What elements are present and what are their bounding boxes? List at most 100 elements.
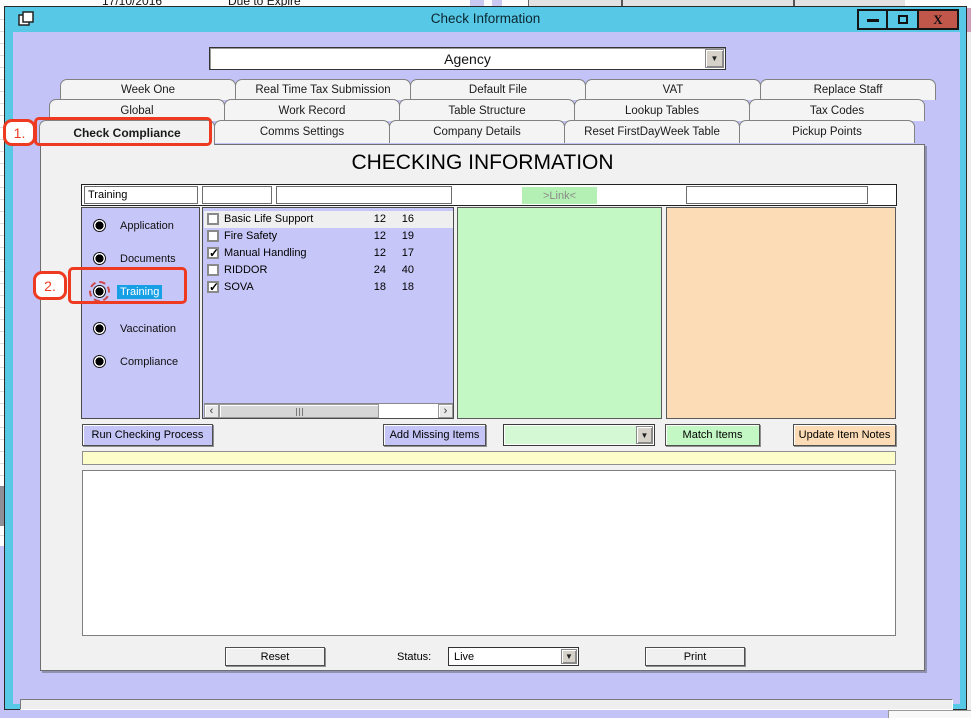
results-text-area[interactable] (82, 470, 896, 636)
background-window-bottom (0, 710, 971, 718)
close-icon: X (933, 11, 943, 27)
check-icon: ✓ (209, 280, 220, 294)
radio-vaccination[interactable]: Vaccination (82, 321, 199, 341)
run-checking-process-button[interactable]: Run Checking Process (82, 424, 213, 446)
scroll-left-button[interactable]: ‹ (204, 404, 219, 418)
list-item[interactable]: ✓ RIDDOR 24 40 (204, 262, 453, 279)
tab-tax-codes[interactable]: Tax Codes (749, 99, 925, 121)
tab-table-structure[interactable]: Table Structure (399, 99, 575, 121)
agency-dropdown-arrow-button[interactable]: ▼ (705, 49, 724, 68)
filter-field-3[interactable] (276, 186, 452, 204)
link-button[interactable]: >Link< (522, 187, 597, 204)
tab-company-details[interactable]: Company Details (389, 120, 565, 143)
annotation-step-2-badge: 2. (33, 271, 67, 300)
scroll-left-icon: ‹ (209, 405, 214, 417)
list-item[interactable]: ✓ Basic Life Support 12 16 (204, 211, 453, 228)
chevron-down-icon: ▼ (640, 430, 649, 440)
status-dropdown[interactable]: Live ▼ (448, 647, 579, 666)
radio-application[interactable]: Application (82, 218, 199, 238)
item-value-2: 19 (401, 230, 414, 242)
annotation-step-1-highlight (34, 117, 212, 146)
filter-field-2[interactable] (202, 186, 272, 204)
close-button[interactable]: X (919, 9, 959, 30)
checkbox[interactable]: ✓ (207, 264, 219, 276)
agency-dropdown[interactable]: Agency ▼ (209, 47, 726, 70)
item-value-1: 12 (373, 213, 386, 225)
checkbox[interactable]: ✓ (207, 246, 219, 260)
item-label: Manual Handling (224, 247, 307, 259)
category-field[interactable] (84, 186, 198, 204)
tab-week-one[interactable]: Week One (60, 79, 236, 100)
items-dropdown-arrow-button[interactable]: ▼ (636, 426, 653, 444)
background-window-top: 17/10/2016 Due to Expire (0, 0, 971, 8)
tab-replace-staff[interactable]: Replace Staff (760, 79, 936, 100)
matched-items-panel[interactable] (457, 207, 662, 419)
chevron-down-icon: ▼ (565, 652, 573, 661)
horizontal-scrollbar[interactable]: ‹ › (204, 403, 453, 418)
tab-work-record[interactable]: Work Record (224, 99, 400, 121)
tab-pickup-points[interactable]: Pickup Points (739, 120, 915, 143)
tab-row-3: Check Compliance Comms Settings Company … (39, 120, 915, 145)
item-label: SOVA (224, 281, 254, 293)
tab-reset-firstdayweek-table[interactable]: Reset FirstDayWeek Table (564, 120, 740, 143)
training-items-list: ✓ Basic Life Support 12 16 ✓ Fire Safety… (202, 207, 454, 419)
dialog-body: Agency ▼ Week One Real Time Tax Submissi… (13, 32, 960, 710)
status-dropdown-arrow-button[interactable]: ▼ (561, 649, 577, 664)
tab-global[interactable]: Global (49, 99, 225, 121)
title-bar[interactable]: Check Information X (5, 7, 966, 32)
item-label: Fire Safety (224, 230, 278, 242)
status-label: Status: (397, 651, 432, 663)
list-item[interactable]: ✓ Fire Safety 12 19 (204, 228, 453, 245)
window-title: Check Information (430, 11, 541, 26)
list-item[interactable]: ✓ Manual Handling 12 17 (204, 245, 453, 262)
radio-label: Application (120, 220, 174, 232)
form-icon (18, 11, 34, 26)
tab-check-compliance[interactable]: Check Compliance (39, 120, 215, 145)
item-notes-panel[interactable] (666, 207, 896, 419)
radio-icon (89, 281, 110, 302)
item-value-1: 12 (373, 230, 386, 242)
tab-row-1: Week One Real Time Tax Submission Defaul… (60, 79, 936, 100)
maximize-button[interactable] (888, 9, 919, 30)
radio-compliance[interactable]: Compliance (82, 354, 199, 374)
radio-label: Documents (120, 253, 176, 265)
background-expire-text: Due to Expire (228, 0, 301, 8)
page-title: CHECKING INFORMATION (351, 151, 614, 174)
tab-comms-settings[interactable]: Comms Settings (214, 120, 390, 143)
checkbox[interactable]: ✓ (207, 280, 220, 294)
filter-field-4[interactable] (686, 186, 868, 204)
check-compliance-page: CHECKING INFORMATION >Link< Application (40, 144, 925, 671)
add-missing-items-button[interactable]: Add Missing Items (383, 424, 486, 446)
agency-dropdown-value: Agency (444, 51, 491, 67)
items-dropdown[interactable]: ▼ (503, 424, 655, 446)
checkbox[interactable]: ✓ (207, 213, 219, 225)
tab-vat[interactable]: VAT (585, 79, 761, 100)
match-items-button[interactable]: Match Items (665, 424, 760, 446)
minimize-button[interactable] (857, 9, 888, 30)
filter-row: >Link< (81, 184, 897, 206)
update-item-notes-button[interactable]: Update Item Notes (793, 424, 896, 446)
item-label: Basic Life Support (224, 213, 314, 225)
item-value-1: 12 (373, 247, 386, 259)
tab-real-time-tax-submission[interactable]: Real Time Tax Submission (235, 79, 411, 100)
item-value-2: 17 (401, 247, 414, 259)
list-item[interactable]: ✓ SOVA 18 18 (204, 279, 453, 296)
radio-label: Vaccination (120, 323, 177, 335)
item-label: RIDDOR (224, 264, 268, 276)
window-status-bar (20, 699, 953, 710)
radio-training[interactable]: Training (82, 281, 199, 304)
item-value-2: 16 (401, 213, 414, 225)
reset-button[interactable]: Reset (225, 647, 325, 666)
scrollbar-thumb[interactable] (219, 404, 379, 418)
minimize-icon (866, 19, 879, 22)
checkbox[interactable]: ✓ (207, 230, 219, 242)
radio-icon (93, 355, 106, 368)
print-button[interactable]: Print (645, 647, 745, 666)
tab-lookup-tables[interactable]: Lookup Tables (574, 99, 750, 121)
tab-default-file[interactable]: Default File (410, 79, 586, 100)
radio-icon (93, 252, 106, 265)
radio-icon (93, 219, 106, 232)
scrollbar-grip-icon (296, 408, 305, 416)
scroll-right-button[interactable]: › (438, 404, 453, 418)
radio-documents[interactable]: Documents (82, 251, 199, 271)
